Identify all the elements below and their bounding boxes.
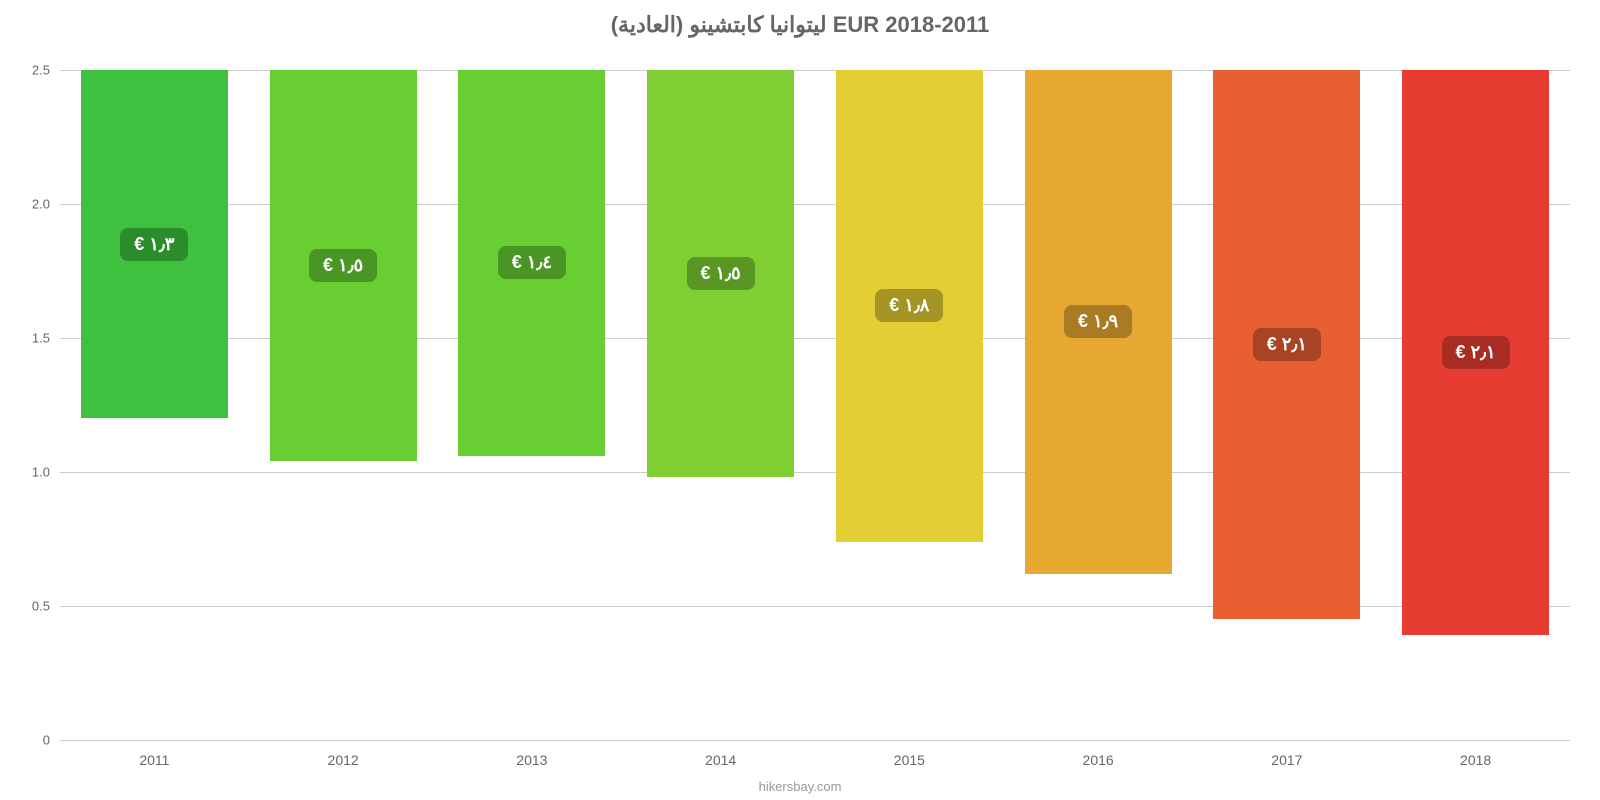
bar-value-label: ٢٫١ €	[1442, 336, 1510, 369]
credit-text: hikersbay.com	[0, 779, 1600, 794]
bar: ١٫٨ €	[836, 70, 983, 542]
bar-value-label: ١٫٨ €	[875, 289, 943, 322]
bar-slot: ٢٫١ €2018	[1381, 70, 1570, 740]
bar: ١٫٣ €	[81, 70, 228, 418]
bars-row: ١٫٣ €2011١٫٥ €2012١٫٤ €2013١٫٥ €2014١٫٨ …	[60, 70, 1570, 740]
bar: ٢٫١ €	[1213, 70, 1360, 619]
x-tick-label: 2013	[516, 752, 547, 768]
bar-slot: ١٫٤ €2013	[438, 70, 627, 740]
bar: ١٫٤ €	[458, 70, 605, 456]
gridline	[60, 740, 1570, 741]
y-tick-label: 0.5	[18, 599, 50, 614]
bar-value-label: ٢٫١ €	[1253, 328, 1321, 361]
y-tick-label: 1.5	[18, 331, 50, 346]
y-tick-label: 0	[18, 733, 50, 748]
x-tick-label: 2012	[328, 752, 359, 768]
y-tick-label: 1.0	[18, 465, 50, 480]
x-tick-label: 2016	[1083, 752, 1114, 768]
chart-container: ليتوانيا كابتشينو (العادية) EUR 2018-201…	[0, 0, 1600, 800]
x-tick-label: 2018	[1460, 752, 1491, 768]
bar-value-label: ١٫٤ €	[498, 246, 566, 279]
bar: ٢٫١ €	[1402, 70, 1549, 635]
bar-value-label: ١٫٩ €	[1064, 305, 1132, 338]
bar-value-label: ١٫٣ €	[120, 228, 188, 261]
bar-slot: ١٫٨ €2015	[815, 70, 1004, 740]
bar-slot: ١٫٥ €2014	[626, 70, 815, 740]
bar: ١٫٥ €	[270, 70, 417, 461]
x-tick-label: 2014	[705, 752, 736, 768]
y-tick-label: 2.5	[18, 63, 50, 78]
y-tick-label: 2.0	[18, 197, 50, 212]
plot-area: ١٫٣ €2011١٫٥ €2012١٫٤ €2013١٫٥ €2014١٫٨ …	[60, 70, 1570, 740]
chart-title: ليتوانيا كابتشينو (العادية) EUR 2018-201…	[0, 0, 1600, 38]
bar-value-label: ١٫٥ €	[687, 257, 755, 290]
x-tick-label: 2017	[1271, 752, 1302, 768]
bar-slot: ١٫٣ €2011	[60, 70, 249, 740]
bar-slot: ١٫٩ €2016	[1004, 70, 1193, 740]
bar-slot: ١٫٥ €2012	[249, 70, 438, 740]
bar-value-label: ١٫٥ €	[309, 249, 377, 282]
x-tick-label: 2011	[139, 752, 169, 768]
x-tick-label: 2015	[894, 752, 925, 768]
bar: ١٫٩ €	[1025, 70, 1172, 574]
bar: ١٫٥ €	[647, 70, 794, 477]
bar-slot: ٢٫١ €2017	[1193, 70, 1382, 740]
